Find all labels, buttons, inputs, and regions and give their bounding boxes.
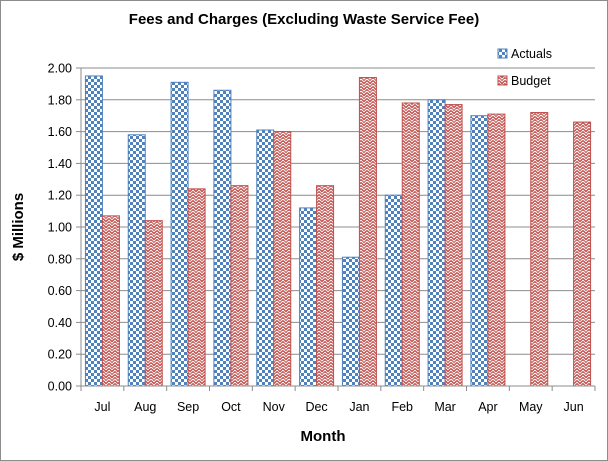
- y-tick-label: 1.20: [48, 189, 72, 203]
- x-tick-label: Oct: [221, 400, 241, 414]
- x-tick-label: Jan: [349, 400, 369, 414]
- bar-budget-jan: [358, 77, 377, 387]
- bar-budget-sep: [187, 188, 206, 387]
- bar-budget-oct: [230, 185, 249, 387]
- bar-actuals-sep: [170, 81, 189, 387]
- x-tick-label: Apr: [478, 400, 497, 414]
- y-tick-label: 0.00: [48, 380, 72, 394]
- y-tick-label: 0.20: [48, 348, 72, 362]
- y-tick-label: 0.60: [48, 284, 72, 298]
- x-tick-label: Jun: [564, 400, 584, 414]
- bar-budget-apr: [487, 113, 506, 387]
- gridlines: [81, 67, 595, 387]
- y-tick-label: 1.00: [48, 221, 72, 235]
- legend-label-budget: Budget: [511, 74, 551, 88]
- legend-swatch-actuals: [497, 48, 508, 59]
- y-tick-label: 1.60: [48, 125, 72, 139]
- legend: Actuals Budget: [497, 47, 552, 88]
- y-tick-label: 2.00: [48, 62, 72, 76]
- axes: [76, 67, 596, 391]
- bar-actuals-feb: [384, 194, 403, 387]
- y-axis-title: $ Millions: [10, 193, 27, 261]
- x-tick-label: Feb: [391, 400, 413, 414]
- chart-title: Fees and Charges (Excluding Waste Servic…: [129, 11, 479, 28]
- legend-label-actuals: Actuals: [511, 47, 552, 61]
- x-tick-label: Aug: [134, 400, 156, 414]
- x-tick-label: Nov: [263, 400, 286, 414]
- bar-actuals-apr: [470, 115, 489, 387]
- bar-budget-jun: [573, 121, 592, 387]
- y-tick-label: 1.80: [48, 93, 72, 107]
- y-tick-label: 1.40: [48, 157, 72, 171]
- x-axis-title: Month: [301, 428, 346, 445]
- bar-budget-aug: [144, 220, 163, 387]
- legend-swatch-budget: [497, 75, 508, 86]
- tick-labels: 0.00 0.20 0.40 0.60 0.80 1.00 1.20 1.40 1.60 1.80…: [48, 62, 584, 415]
- y-tick-label: 0.80: [48, 252, 72, 266]
- bar-actuals-nov: [256, 129, 275, 387]
- y-tick-label: 0.40: [48, 316, 72, 330]
- bar-actuals-jan: [341, 256, 360, 387]
- x-tick-label: Sep: [177, 400, 199, 414]
- x-tick-label: Dec: [305, 400, 327, 414]
- bar-budget-may: [530, 112, 549, 387]
- bar-budget-mar: [444, 104, 463, 387]
- bar-actuals-jul: [84, 75, 103, 387]
- bar-actuals-aug: [127, 134, 146, 387]
- bar-budget-jul: [101, 215, 120, 387]
- bar-actuals-dec: [299, 207, 318, 387]
- bar-budget-dec: [316, 185, 335, 387]
- x-tick-label: May: [519, 400, 543, 414]
- bar-actuals-mar: [427, 99, 446, 387]
- x-tick-label: Mar: [434, 400, 456, 414]
- bar-budget-feb: [401, 102, 420, 387]
- x-tick-label: Jul: [94, 400, 110, 414]
- bars: [84, 75, 592, 387]
- bar-budget-nov: [273, 131, 292, 387]
- bar-actuals-oct: [213, 89, 232, 387]
